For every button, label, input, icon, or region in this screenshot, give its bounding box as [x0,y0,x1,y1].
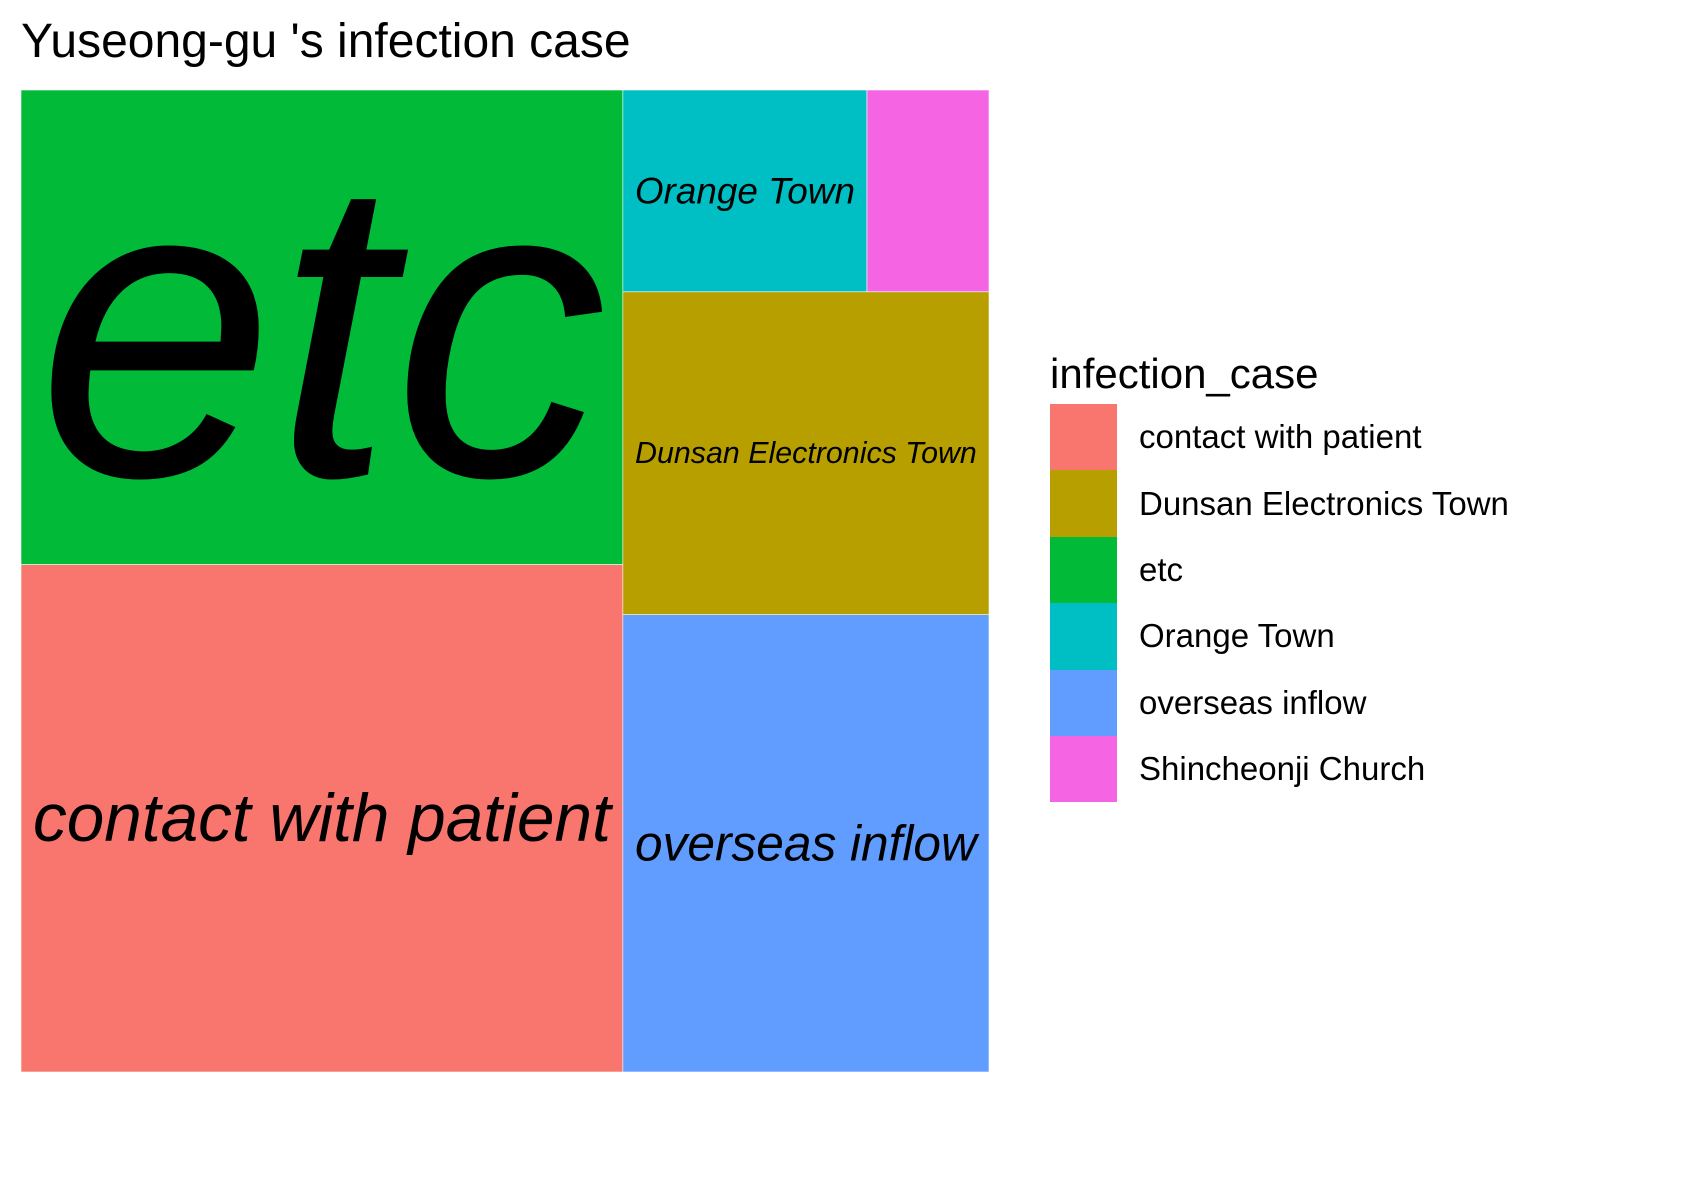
legend-swatch [1050,735,1117,803]
legend: infection_case contact with patient Dunsa… [1050,350,1509,803]
legend-label: Orange Town [1139,617,1335,655]
chart-title: Yuseong-gu 's infection case [21,15,631,68]
legend-swatch [1050,404,1117,471]
legend-swatch [1050,470,1117,537]
legend-label: etc [1139,550,1184,588]
tile-label-contact-with-patient: contact with patient [33,781,614,856]
legend-item-contact-with-patient: contact with patient [1050,404,1509,471]
tile-label-orange-town: Orange Town [635,170,855,211]
tile-label-dunsan-electronics-town: Dunsan Electronics Town [635,436,977,470]
legend-swatch [1050,536,1117,604]
tile-overseas-inflow [622,614,990,1073]
legend-label: overseas inflow [1139,683,1367,721]
tile-contact-with-patient [20,564,624,1073]
legend-label: contact with patient [1139,418,1422,456]
legend-swatch [1050,603,1117,670]
legend-swatch [1050,669,1117,736]
legend-item-shincheonji-church: Shincheonji Church [1050,735,1509,803]
legend-items: contact with patient Dunsan Electronics T… [1050,404,1509,803]
tile-orange-town [622,89,868,293]
tile-dunsan-electronics-town [622,291,990,615]
tile-etc [20,89,624,565]
tile-shincheonji-church [866,89,990,293]
legend-label: Dunsan Electronics Town [1139,484,1509,522]
tile-label-overseas-inflow: overseas inflow [635,815,980,871]
legend-item-orange-town: Orange Town [1050,603,1509,670]
legend-item-etc: etc [1050,536,1509,604]
legend-item-dunsan-electronics-town: Dunsan Electronics Town [1050,470,1509,537]
legend-title: infection_case [1050,350,1319,397]
tile-label-etc: etc [37,88,607,566]
legend-item-overseas-inflow: overseas inflow [1050,669,1509,736]
legend-label: Shincheonji Church [1139,750,1426,788]
